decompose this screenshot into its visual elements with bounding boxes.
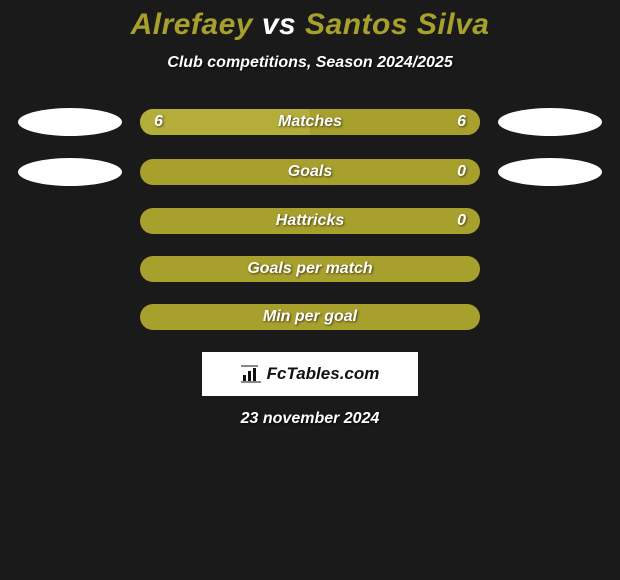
stat-bar: Goals per match <box>140 256 480 282</box>
player2-marker <box>498 108 602 136</box>
stat-row: 6Matches6 <box>0 108 620 136</box>
stat-row: Hattricks0 <box>0 208 620 234</box>
bar-right-fill <box>140 304 480 330</box>
bar-right-fill <box>310 109 480 135</box>
bar-right-fill <box>140 159 480 185</box>
stat-bar: Hattricks0 <box>140 208 480 234</box>
subtitle: Club competitions, Season 2024/2025 <box>0 54 620 72</box>
stat-bar: Min per goal <box>140 304 480 330</box>
brand-badge: FcTables.com <box>202 352 418 396</box>
bar-right-fill <box>140 208 480 234</box>
player2-name: Santos Silva <box>305 8 489 41</box>
stat-bar: 6Matches6 <box>140 109 480 135</box>
player1-name: Alrefaey <box>131 8 253 41</box>
page-title: Alrefaey vs Santos Silva <box>0 8 620 42</box>
stat-row: Min per goal <box>0 304 620 330</box>
date-text: 23 november 2024 <box>0 410 620 428</box>
vs-text: vs <box>262 8 296 41</box>
stat-row: Goals per match <box>0 256 620 282</box>
bar-right-fill <box>140 256 480 282</box>
brand-text: FcTables.com <box>267 364 380 384</box>
chart-bar-icon <box>241 365 263 383</box>
comparison-infographic: Alrefaey vs Santos Silva Club competitio… <box>0 0 620 428</box>
player1-marker <box>18 158 122 186</box>
bar-left-fill <box>140 109 310 135</box>
stat-bar: Goals0 <box>140 159 480 185</box>
player1-marker <box>18 108 122 136</box>
stat-row: Goals0 <box>0 158 620 186</box>
stats-list: 6Matches6 Goals0 Hattricks0 Goals per match… <box>0 108 620 330</box>
player2-marker <box>498 158 602 186</box>
